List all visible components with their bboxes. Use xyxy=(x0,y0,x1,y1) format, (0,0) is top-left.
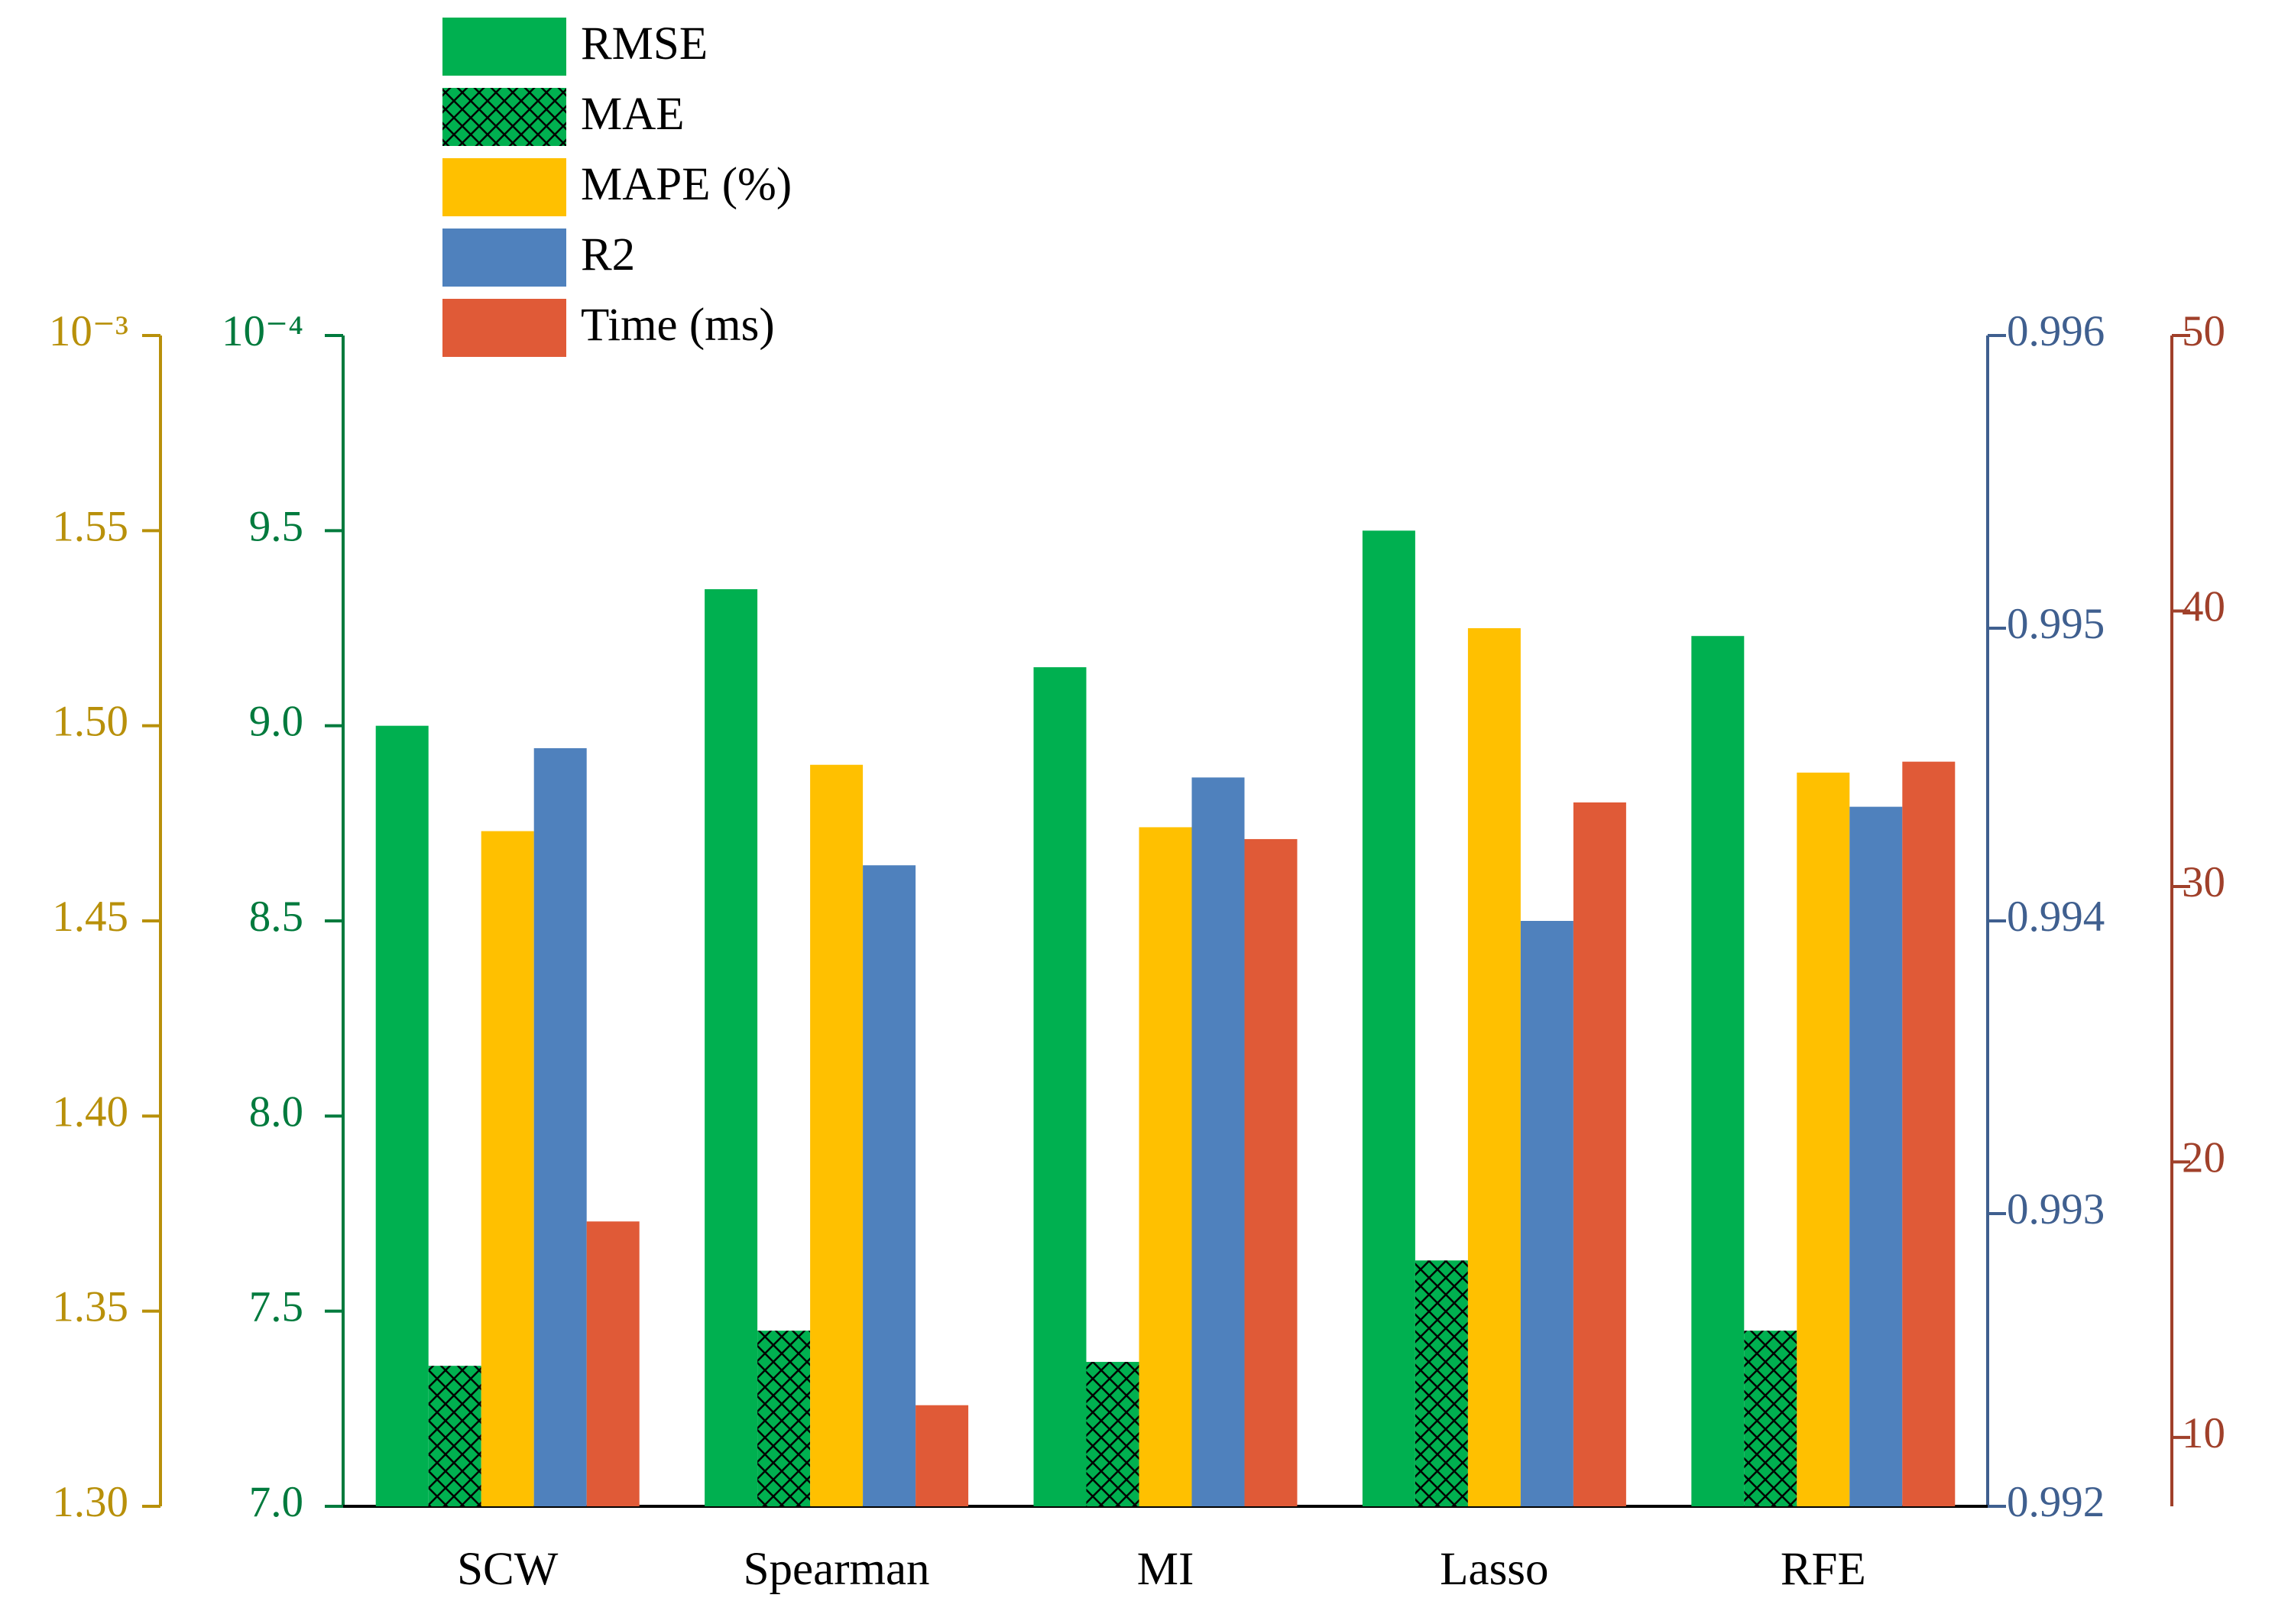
bar xyxy=(1849,806,1903,1506)
legend-swatch xyxy=(442,299,566,357)
bar xyxy=(481,831,534,1506)
y-tick-label: 0.996 xyxy=(2007,307,2105,355)
y-tick-label: 8.0 xyxy=(249,1088,303,1136)
bar xyxy=(1244,838,1298,1506)
y-tick-label: 8.5 xyxy=(249,893,303,941)
y-tick-label: 40 xyxy=(2182,583,2225,631)
bar xyxy=(705,588,758,1506)
y-tick-label: 7.0 xyxy=(249,1478,303,1526)
bar xyxy=(586,1221,640,1506)
bar xyxy=(1744,1331,1797,1506)
y-tick-label: 1.35 xyxy=(52,1283,128,1331)
bar xyxy=(1691,636,1745,1506)
y-tick-label: 1.40 xyxy=(52,1088,128,1136)
bar xyxy=(533,748,587,1506)
legend-swatch xyxy=(442,88,566,146)
legend-label: MAPE (%) xyxy=(581,159,792,210)
bar xyxy=(428,1366,481,1506)
bar xyxy=(1797,772,1850,1506)
y-tick-label: 10 xyxy=(2182,1409,2225,1457)
y-tick-label: 9.5 xyxy=(249,502,303,550)
y-tick-label: 10⁻⁴ xyxy=(222,307,303,355)
x-tick-label: RFE xyxy=(1781,1544,1866,1595)
bar xyxy=(1573,802,1626,1506)
legend-swatch xyxy=(442,229,566,287)
y-tick-label: 1.55 xyxy=(52,502,128,550)
y-tick-label: 1.30 xyxy=(52,1478,128,1526)
bar xyxy=(1362,530,1415,1507)
bar xyxy=(1086,1362,1139,1506)
bar xyxy=(916,1405,969,1506)
x-tick-label: MI xyxy=(1137,1544,1194,1595)
x-tick-label: Lasso xyxy=(1440,1544,1548,1595)
y-tick-label: 0.993 xyxy=(2007,1185,2105,1233)
legend-label: Time (ms) xyxy=(581,300,775,351)
bar xyxy=(1191,777,1245,1506)
y-tick-label: 30 xyxy=(2182,858,2225,906)
x-tick-label: Spearman xyxy=(744,1544,930,1595)
y-tick-label: 1.45 xyxy=(52,893,128,941)
legend-label: RMSE xyxy=(581,18,708,70)
x-tick-label: SCW xyxy=(457,1544,559,1595)
bar xyxy=(1415,1260,1468,1506)
y-tick-label: 10⁻³ xyxy=(49,307,128,355)
bar xyxy=(810,764,864,1506)
bar xyxy=(1467,628,1521,1506)
bar xyxy=(375,725,429,1506)
y-tick-label: 0.992 xyxy=(2007,1478,2105,1526)
y-tick-label: 7.5 xyxy=(249,1283,303,1331)
y-tick-label: 20 xyxy=(2182,1133,2225,1182)
legend-swatch xyxy=(442,18,566,76)
y-tick-label: 0.994 xyxy=(2007,893,2105,941)
legend-swatch xyxy=(442,158,566,216)
legend-label: MAE xyxy=(581,89,685,140)
y-tick-label: 1.50 xyxy=(52,698,128,746)
y-tick-label: 9.0 xyxy=(249,698,303,746)
bar xyxy=(863,865,916,1506)
legend-label: R2 xyxy=(581,229,635,280)
bar xyxy=(1033,667,1087,1506)
y-tick-label: 0.995 xyxy=(2007,600,2105,648)
bar xyxy=(757,1331,811,1506)
bar xyxy=(1902,761,1956,1506)
y-tick-label: 50 xyxy=(2182,307,2225,355)
bar xyxy=(1139,827,1192,1506)
bar xyxy=(1520,921,1573,1506)
